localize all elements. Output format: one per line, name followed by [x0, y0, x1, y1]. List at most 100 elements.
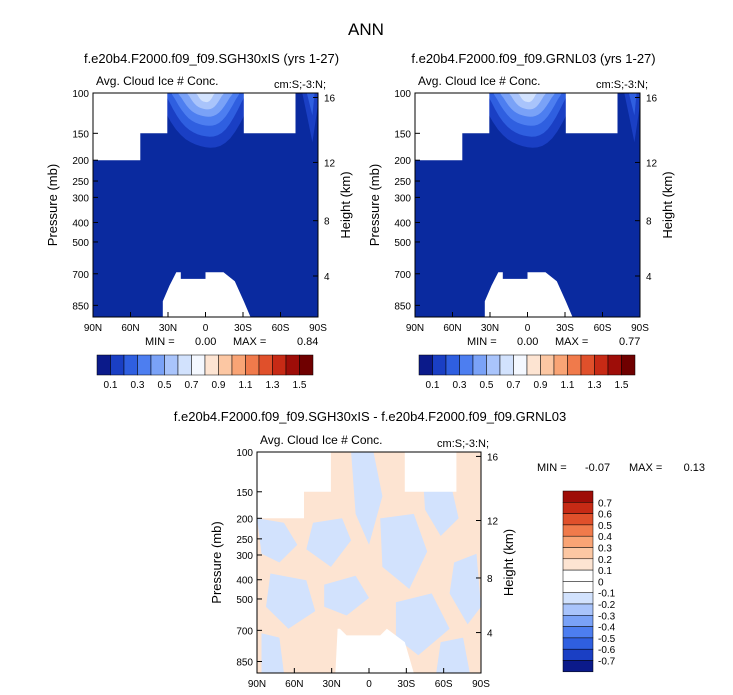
colorbar-swatch: [580, 354, 595, 376]
colorbar-label: 1.5: [615, 380, 629, 391]
y-tick-label: 400: [394, 218, 411, 229]
y2-tick-label: 12: [324, 158, 336, 169]
missing-data-region: [484, 272, 573, 317]
colorbar-label: 0.4: [598, 532, 612, 543]
max-value: 0.13: [684, 462, 705, 474]
colorbar-swatch: [472, 354, 487, 376]
colorbar-swatch: [177, 354, 192, 376]
colorbar-swatch: [607, 354, 622, 376]
min-label: MIN =: [145, 336, 175, 348]
x-tick-label: 0: [525, 323, 531, 334]
colorbar-label: -0.3: [598, 611, 616, 622]
ice-contour-band: [624, 93, 640, 143]
colorbar-label: -0.5: [598, 634, 616, 645]
colorbar-swatch: [486, 354, 501, 376]
colorbar-label: -0.7: [598, 657, 616, 668]
x-tick-label: 60N: [285, 679, 303, 690]
colorbar-label: 0.3: [598, 544, 612, 555]
x-tick-label: 30S: [234, 323, 252, 334]
panel-title: f.e20b4.F2000.f09_f09.GRNL03 (yrs 1-27): [411, 51, 655, 66]
diff-contour-band: [351, 452, 383, 545]
panel-subtitle-left: Avg. Cloud Ice # Conc.: [418, 74, 541, 88]
colorbar-swatch: [562, 615, 594, 627]
colorbar-swatch: [553, 354, 568, 376]
colorbar-swatch: [540, 354, 555, 376]
y-tick-label: 100: [394, 89, 411, 100]
y-tick-label: 100: [72, 89, 89, 100]
colorbar-label: 1.3: [266, 380, 280, 391]
x-tick-label: 90N: [406, 323, 424, 334]
colorbar-swatch: [562, 513, 594, 526]
colorbar-swatch: [299, 354, 314, 376]
panel-subtitle-right: cm:S;-3:N;: [274, 79, 326, 91]
y-tick-label: 300: [72, 193, 89, 204]
panel-subtitle-left: Avg. Cloud Ice # Conc.: [260, 433, 383, 447]
x-tick-label: 90N: [84, 323, 102, 334]
y-axis-label: Pressure (mb): [367, 164, 382, 246]
x-tick-label: 30S: [397, 679, 415, 690]
y-tick-label: 700: [72, 270, 89, 281]
y-tick-label: 400: [236, 576, 253, 587]
max-value: 0.77: [619, 336, 640, 348]
missing-data-region: [335, 628, 414, 673]
y2-axis-label: Height (km): [660, 171, 675, 238]
diff-contour-band: [395, 593, 450, 656]
x-tick-label: 60S: [435, 679, 453, 690]
colorbar-label: -0.4: [598, 623, 616, 634]
colorbar-label: 0.7: [507, 380, 521, 391]
y-tick-label: 300: [236, 551, 253, 562]
y-tick-label: 400: [72, 218, 89, 229]
colorbar-swatch: [150, 354, 165, 376]
x-tick-label: 60N: [443, 323, 461, 334]
colorbar-swatch: [499, 354, 514, 376]
colorbar-label: 0.1: [104, 380, 118, 391]
colorbar-label: 0.5: [598, 521, 612, 532]
y2-tick-label: 8: [646, 217, 652, 228]
colorbar-swatch: [164, 354, 179, 376]
colorbar-swatch: [96, 354, 111, 376]
diff-contour-band: [324, 575, 369, 616]
ice-contour-band: [196, 93, 215, 103]
y-tick-label: 150: [236, 488, 253, 499]
x-tick-label: 30N: [322, 679, 340, 690]
y2-tick-label: 16: [324, 93, 336, 104]
missing-data-region: [565, 93, 618, 134]
colorbar-label: 0.7: [598, 498, 612, 509]
colorbar-swatch: [562, 490, 594, 503]
y-tick-label: 700: [394, 270, 411, 281]
y2-axis-label: Height (km): [501, 529, 516, 596]
max-label: MAX =: [555, 336, 588, 348]
colorbar-swatch: [204, 354, 219, 376]
ice-contour-band: [628, 93, 637, 116]
colorbar-swatch: [562, 502, 594, 514]
x-tick-label: 60S: [594, 323, 612, 334]
y-axis-label: Pressure (mb): [45, 164, 60, 246]
ice-contour-band: [302, 93, 318, 143]
ice-contour-band: [518, 93, 537, 103]
diff-contour-band: [257, 518, 298, 563]
colorbar-swatch: [258, 354, 273, 376]
y-tick-label: 100: [236, 448, 253, 459]
colorbar-label: 0.5: [480, 380, 494, 391]
y2-axis-label: Height (km): [338, 171, 353, 238]
x-tick-label: 60N: [121, 323, 139, 334]
y-tick-label: 850: [236, 658, 253, 669]
colorbar-label: 0.9: [534, 380, 548, 391]
colorbar-swatch: [562, 535, 594, 548]
y-tick-label: 200: [236, 514, 253, 525]
colorbar-label: 0.1: [598, 566, 612, 577]
colorbar-swatch: [562, 581, 594, 593]
colorbar-swatch: [459, 354, 474, 376]
colorbar-label: -0.1: [598, 589, 616, 600]
y2-tick-label: 16: [487, 452, 499, 463]
figure-title: ANN: [348, 20, 384, 39]
missing-data-region: [162, 272, 251, 317]
x-tick-label: 30N: [481, 323, 499, 334]
colorbar-label: 0.9: [212, 380, 226, 391]
colorbar-swatch: [562, 603, 594, 616]
panel-subtitle-right: cm:S;-3:N;: [596, 79, 648, 91]
colorbar-label: 0.1: [426, 380, 440, 391]
colorbar-swatch: [191, 354, 206, 376]
x-tick-label: 0: [366, 679, 372, 690]
colorbar-label: 0.3: [453, 380, 467, 391]
